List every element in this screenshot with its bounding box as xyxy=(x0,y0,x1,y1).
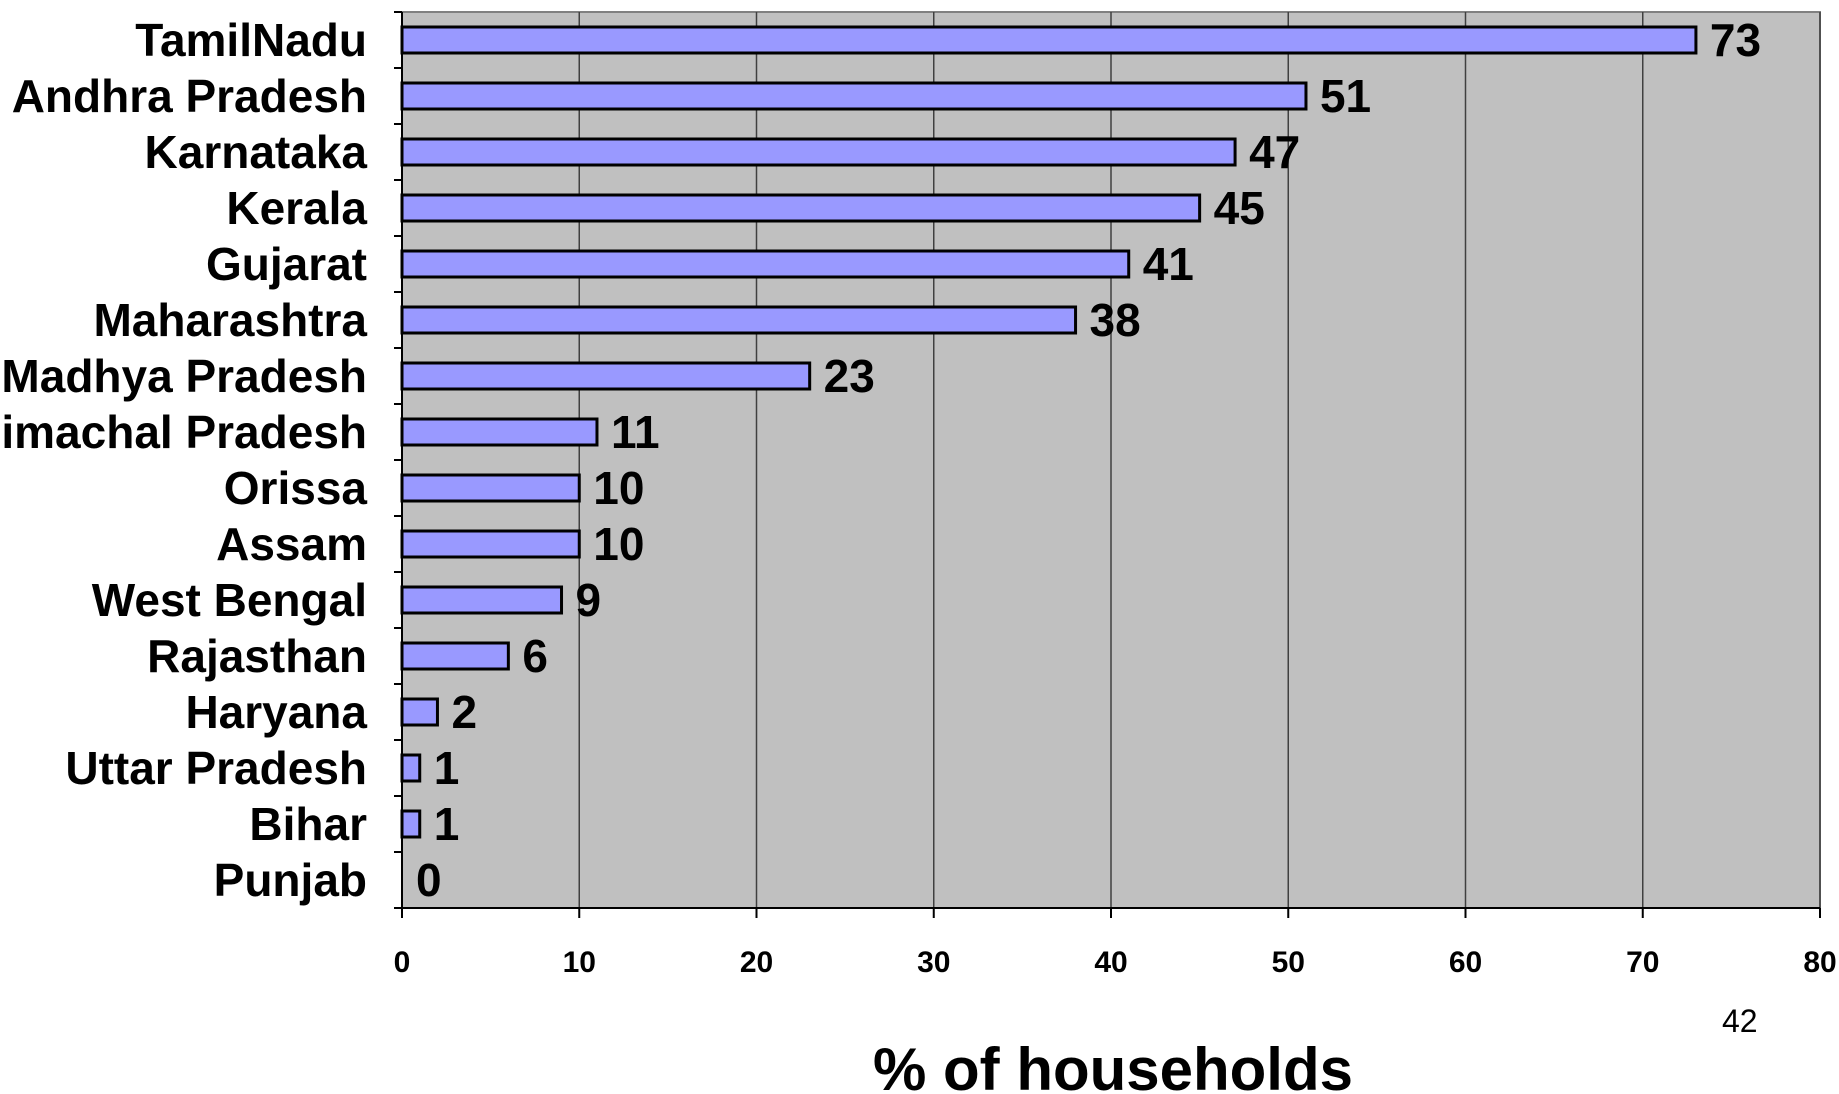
data-label: 38 xyxy=(1090,294,1141,346)
category-label: Himachal Pradesh xyxy=(0,406,367,458)
bar xyxy=(400,81,1308,111)
data-label: 51 xyxy=(1320,70,1371,122)
bar xyxy=(400,809,422,839)
x-tick-label: 20 xyxy=(740,946,773,979)
x-tick-label: 40 xyxy=(1094,946,1127,979)
category-label: West Bengal xyxy=(92,574,367,626)
category-label: Assam xyxy=(216,518,367,570)
category-label: Bihar xyxy=(249,798,367,850)
bar xyxy=(400,417,599,447)
bar xyxy=(400,529,581,559)
category-label: Haryana xyxy=(185,686,367,738)
category-label: Maharashtra xyxy=(93,294,367,346)
category-label: Rajasthan xyxy=(147,630,367,682)
category-label: Madhya Pradesh xyxy=(1,350,367,402)
data-label: 9 xyxy=(576,574,602,626)
x-tick-label: 0 xyxy=(394,946,411,979)
bar xyxy=(400,249,1131,279)
data-label: 0 xyxy=(416,854,442,906)
x-tick-labels: 0 10 20 30 40 50 60 70 80 xyxy=(394,946,1837,979)
data-label: 45 xyxy=(1214,182,1265,234)
category-label: Punjab xyxy=(214,854,367,906)
data-label: 10 xyxy=(593,462,644,514)
x-tick-label: 10 xyxy=(563,946,596,979)
data-label: 1 xyxy=(434,742,460,794)
data-label: 73 xyxy=(1710,14,1761,66)
x-tick-label: 30 xyxy=(917,946,950,979)
category-label: Gujarat xyxy=(206,238,367,290)
category-label: Orissa xyxy=(224,462,368,514)
category-label: Uttar Pradesh xyxy=(65,742,367,794)
data-label: 47 xyxy=(1249,126,1300,178)
data-label: 23 xyxy=(824,350,875,402)
category-label: Kerala xyxy=(226,182,367,234)
category-label: Andhra Pradesh xyxy=(12,70,367,122)
data-label: 1 xyxy=(434,798,460,850)
x-tick-label: 60 xyxy=(1449,946,1482,979)
data-label: 2 xyxy=(451,686,477,738)
x-tick-label: 70 xyxy=(1626,946,1659,979)
bar xyxy=(400,641,510,671)
x-tick-label: 80 xyxy=(1803,946,1836,979)
bar xyxy=(400,585,564,615)
bar xyxy=(400,137,1237,167)
bar xyxy=(400,25,1698,55)
axes xyxy=(394,11,1821,918)
data-label: 11 xyxy=(611,406,660,458)
x-tick-label: 50 xyxy=(1272,946,1305,979)
category-label: TamilNadu xyxy=(135,14,367,66)
bar xyxy=(400,193,1202,223)
bar xyxy=(400,697,439,727)
data-label: 41 xyxy=(1143,238,1194,290)
data-label: 6 xyxy=(522,630,548,682)
bars xyxy=(400,25,1698,839)
bar xyxy=(400,753,422,783)
bar xyxy=(400,361,812,391)
x-axis-title: % of households xyxy=(873,1036,1353,1094)
bar xyxy=(400,473,581,503)
page-number: 42 xyxy=(1722,1003,1758,1039)
category-label: Karnataka xyxy=(145,126,368,178)
bar xyxy=(400,305,1078,335)
data-label: 10 xyxy=(593,518,644,570)
